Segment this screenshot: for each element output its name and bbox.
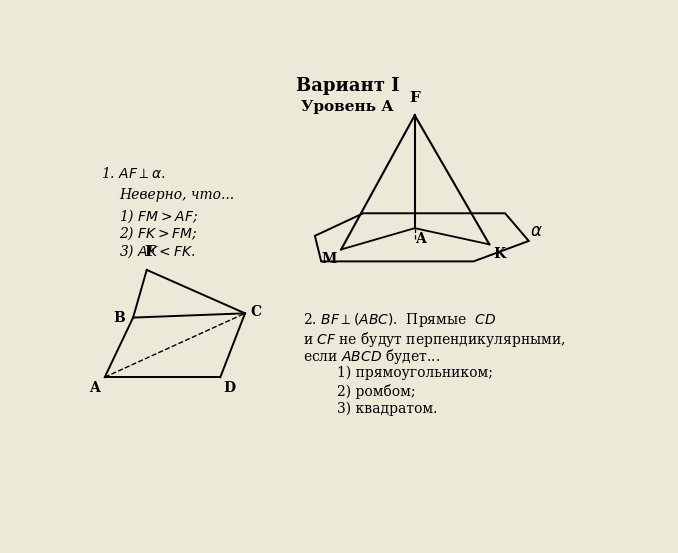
Text: Вариант I: Вариант I: [296, 76, 399, 95]
Text: A: A: [89, 382, 100, 395]
Text: $\alpha$: $\alpha$: [530, 223, 543, 240]
Text: 1) $FM > AF$;: 1) $FM > AF$;: [119, 207, 198, 225]
Text: 2. $BF \perp (ABC)$.  Прямые  $CD$: 2. $BF \perp (ABC)$. Прямые $CD$: [303, 311, 496, 329]
Text: 3) квадратом.: 3) квадратом.: [337, 401, 437, 416]
Text: 1. $AF \perp \alpha$.: 1. $AF \perp \alpha$.: [100, 166, 165, 181]
Text: F: F: [144, 245, 155, 259]
Text: F: F: [410, 91, 420, 105]
Text: K: K: [494, 247, 506, 261]
Text: D: D: [223, 382, 235, 395]
Text: 1) прямоугольником;: 1) прямоугольником;: [337, 366, 493, 380]
Text: B: B: [113, 311, 125, 325]
Text: Уровень А: Уровень А: [301, 100, 394, 114]
Text: 2) ромбом;: 2) ромбом;: [337, 384, 416, 399]
Text: если $ABCD$ будет...: если $ABCD$ будет...: [303, 347, 440, 367]
Text: 3) $AK < FK$.: 3) $AK < FK$.: [119, 243, 195, 260]
Text: и $CF$ не будут перпендикулярными,: и $CF$ не будут перпендикулярными,: [303, 330, 565, 348]
Text: A: A: [415, 232, 425, 246]
Text: 2) $FK > FM$;: 2) $FK > FM$;: [119, 225, 197, 242]
Text: C: C: [250, 305, 262, 320]
Text: M: M: [321, 252, 337, 266]
Text: Неверно, что...: Неверно, что...: [119, 187, 234, 202]
